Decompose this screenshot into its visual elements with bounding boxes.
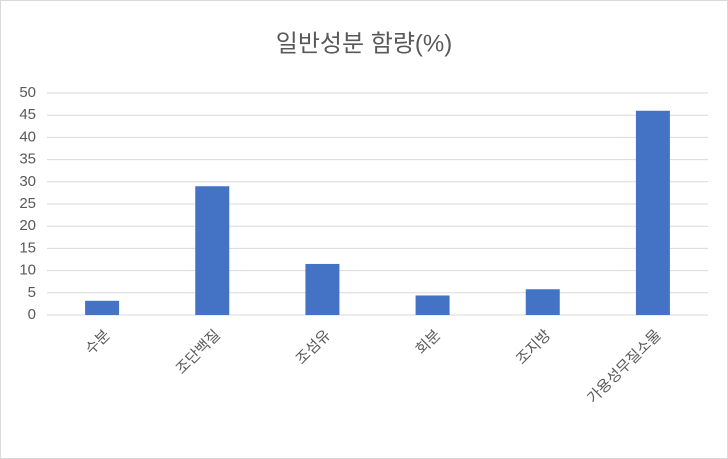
bar <box>195 186 230 315</box>
y-tick-label: 35 <box>19 151 36 168</box>
y-tick-label: 50 <box>19 84 36 101</box>
y-tick-label: 10 <box>19 262 36 279</box>
y-tick-label: 15 <box>19 239 36 256</box>
y-tick-label: 30 <box>19 173 36 190</box>
bar <box>415 295 450 315</box>
chart-title: 일반성분 함량(%) <box>276 30 452 57</box>
bar <box>85 300 120 315</box>
y-tick-label: 45 <box>19 106 36 123</box>
bar <box>635 110 670 315</box>
y-tick-label: 0 <box>28 306 36 323</box>
y-tick-label: 40 <box>19 128 36 145</box>
y-tick-label: 25 <box>19 195 36 212</box>
y-tick-label: 20 <box>19 217 36 234</box>
y-tick-label: 5 <box>28 284 36 301</box>
bar <box>305 263 340 315</box>
bar <box>525 289 560 315</box>
